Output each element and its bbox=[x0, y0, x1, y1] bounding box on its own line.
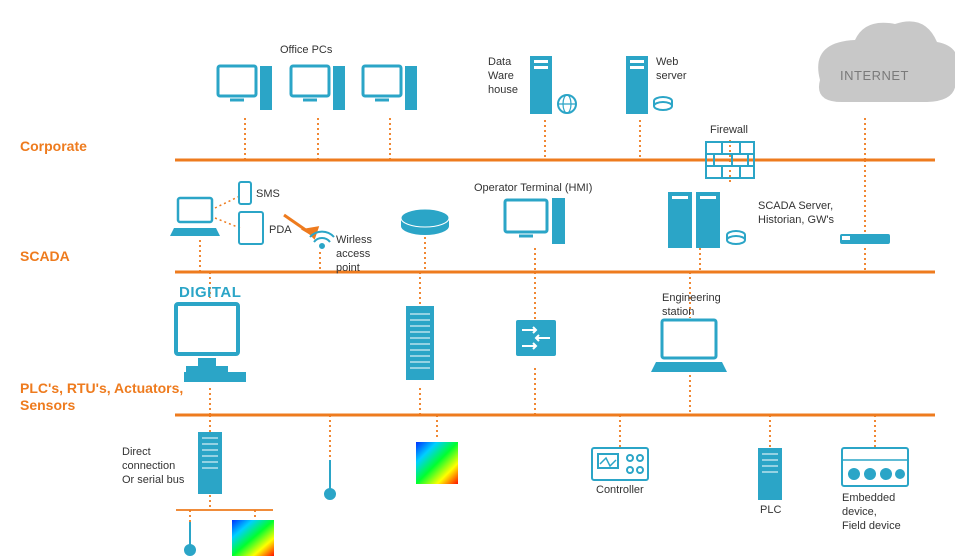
scada-server-icon bbox=[668, 192, 745, 248]
layer-label-scada: SCADA bbox=[20, 248, 70, 264]
label-digital: DIGITAL bbox=[179, 284, 241, 303]
label-eng-station: Engineering station bbox=[662, 292, 721, 320]
thermometer-icon bbox=[325, 460, 335, 499]
digital-pc-icon bbox=[176, 304, 246, 382]
data-warehouse-icon bbox=[530, 56, 576, 114]
heatmap-icon bbox=[416, 442, 458, 484]
label-data-warehouse: Data Ware house bbox=[488, 56, 518, 97]
label-direct-conn: Direct connection Or serial bus bbox=[122, 446, 184, 487]
switch-icon bbox=[516, 320, 556, 356]
label-embedded: Embedded device, Field device bbox=[842, 492, 901, 533]
field-rack-icon bbox=[198, 432, 222, 494]
layer-label-plc: PLC's, RTU's, Actuators, Sensors bbox=[20, 380, 183, 414]
label-sms: SMS bbox=[256, 188, 280, 202]
laptop-icon bbox=[170, 198, 220, 236]
router-icon bbox=[401, 209, 449, 235]
internet-cloud-icon bbox=[818, 21, 955, 102]
rack-icon bbox=[406, 306, 434, 380]
plc-icon bbox=[758, 448, 782, 500]
label-plc: PLC bbox=[760, 504, 781, 518]
label-controller: Controller bbox=[596, 484, 644, 498]
label-operator-terminal: Operator Terminal (HMI) bbox=[474, 182, 592, 196]
label-pda: PDA bbox=[269, 224, 292, 238]
layer-label-corporate: Corporate bbox=[20, 138, 87, 154]
gateway-icon bbox=[840, 234, 890, 244]
label-web-server: Web server bbox=[656, 56, 687, 84]
wireless-ap-icon bbox=[310, 232, 334, 248]
label-wireless-ap: Wirless access point bbox=[336, 234, 372, 275]
operator-terminal-icon bbox=[505, 198, 565, 244]
label-internet: INTERNET bbox=[840, 68, 909, 84]
office-pc-icon bbox=[218, 66, 272, 110]
icons-group bbox=[170, 21, 955, 556]
eng-station-icon bbox=[651, 320, 727, 372]
label-scada-server: SCADA Server, Historian, GW's bbox=[758, 200, 834, 228]
embedded-device-icon bbox=[842, 448, 908, 486]
label-firewall: Firewall bbox=[710, 124, 748, 138]
controller-icon bbox=[592, 448, 648, 480]
label-office-pcs: Office PCs bbox=[280, 44, 332, 58]
